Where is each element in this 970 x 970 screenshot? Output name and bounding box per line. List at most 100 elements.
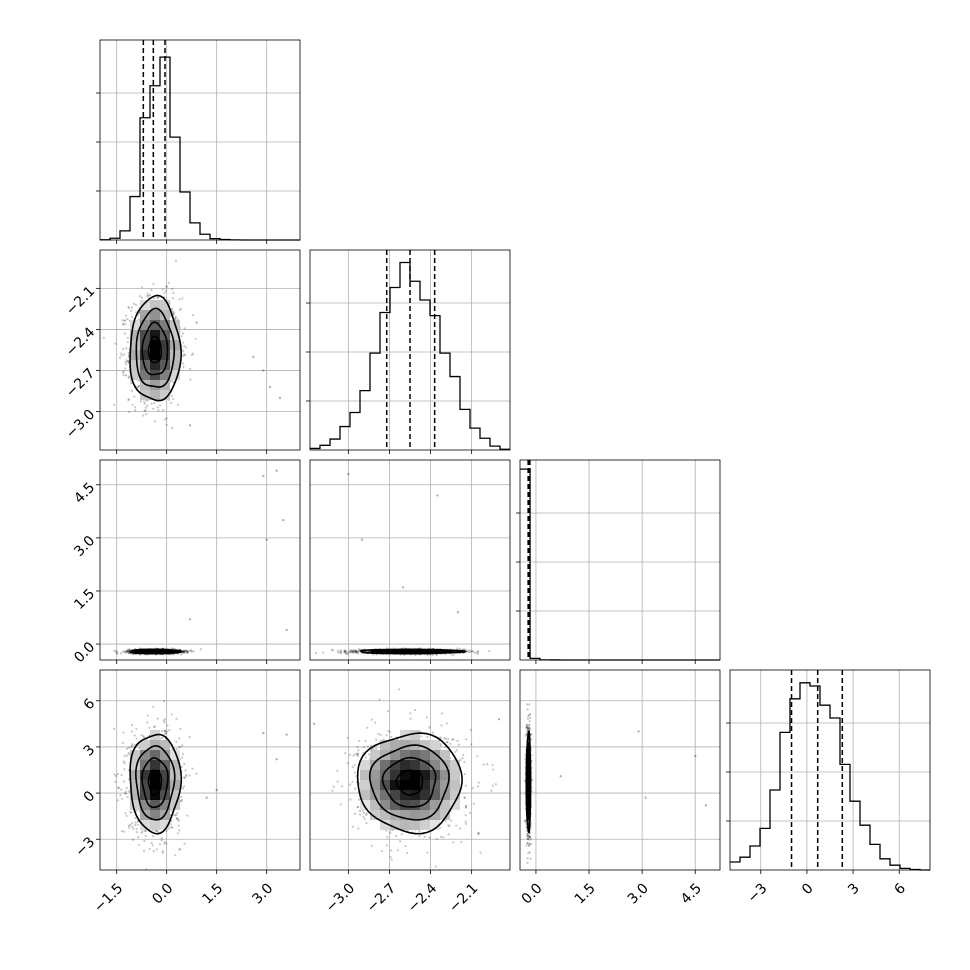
sample-point — [145, 413, 148, 416]
sample-point — [128, 649, 131, 652]
sample-point — [116, 799, 119, 802]
sample-point — [354, 650, 357, 653]
joint-panel-0-3 — [96, 669, 301, 874]
sample-point — [163, 418, 167, 421]
sample-point — [137, 385, 140, 388]
sample-point — [127, 650, 130, 653]
sample-point — [144, 834, 147, 837]
sample-point — [146, 404, 149, 407]
sample-point — [178, 829, 181, 832]
sample-point — [156, 296, 160, 299]
sample-point — [192, 650, 195, 653]
sample-point — [162, 409, 165, 412]
sample-point — [143, 400, 146, 403]
sample-point — [124, 323, 127, 326]
sample-point — [191, 314, 195, 317]
sample-point — [153, 420, 157, 423]
sample-point — [181, 362, 184, 365]
sample-point — [343, 650, 347, 653]
sample-point — [339, 650, 342, 653]
sample-point — [186, 651, 189, 655]
sample-point — [350, 650, 353, 653]
histogram-line-3 — [730, 682, 930, 871]
sample-point — [140, 286, 143, 289]
sample-point — [123, 332, 127, 335]
density-cell — [140, 350, 150, 360]
sample-point — [125, 651, 128, 654]
density-cell — [170, 360, 180, 370]
density-cell — [160, 360, 170, 370]
sample-point — [165, 417, 168, 420]
sample-point — [339, 651, 343, 654]
density-cell — [150, 310, 160, 320]
sample-point — [120, 774, 123, 777]
sample-point — [348, 651, 351, 654]
density-cell — [160, 320, 170, 330]
density-cell — [150, 380, 160, 390]
sample-point — [182, 650, 185, 653]
sample-point — [435, 654, 438, 657]
sample-point — [163, 721, 166, 724]
joint-content — [102, 259, 282, 450]
sample-point — [129, 823, 132, 826]
density-cell — [150, 300, 160, 310]
sample-point — [102, 336, 105, 339]
density-cell — [160, 390, 170, 400]
sample-point — [125, 814, 128, 817]
sample-point — [468, 649, 471, 652]
sample-point — [180, 756, 184, 759]
sample-point — [120, 797, 124, 800]
sample-point — [184, 769, 187, 772]
marginal-panel-0 — [96, 39, 301, 244]
sample-point — [175, 817, 178, 820]
marginal-panel-1 — [306, 249, 511, 454]
sample-point — [124, 367, 127, 370]
sample-point — [358, 647, 361, 651]
sample-point — [194, 337, 197, 340]
joint-panel-1-2 — [309, 459, 511, 664]
sample-point — [130, 381, 133, 385]
sample-point — [123, 650, 126, 653]
outlier-point — [252, 355, 255, 359]
sample-point — [130, 730, 133, 733]
sample-point — [199, 648, 202, 651]
sample-point — [161, 288, 164, 291]
sample-point — [179, 847, 182, 851]
sample-point — [127, 355, 130, 358]
panel-frame — [99, 459, 301, 661]
outlier-point — [268, 385, 272, 389]
sample-point — [148, 726, 151, 729]
sample-point — [162, 719, 165, 722]
panel-frame — [519, 459, 721, 661]
sample-point — [165, 829, 168, 833]
sample-point — [162, 850, 165, 853]
sample-point — [471, 649, 474, 653]
contour-line — [147, 650, 163, 653]
scatter-points — [314, 472, 491, 657]
sample-point — [146, 714, 149, 717]
sample-point — [161, 851, 164, 854]
sample-point — [357, 649, 361, 652]
sample-point — [156, 830, 159, 833]
sample-point — [331, 649, 335, 652]
sample-point — [414, 654, 417, 657]
sample-point — [120, 352, 123, 355]
sample-point — [171, 310, 175, 313]
sample-point — [171, 297, 175, 300]
sample-point — [174, 259, 178, 262]
outlier-point — [265, 538, 268, 541]
sample-point — [180, 800, 183, 803]
sample-point — [346, 653, 350, 656]
sample-point — [122, 370, 125, 373]
sample-point — [148, 847, 151, 850]
sample-point — [134, 817, 137, 820]
sample-point — [132, 302, 136, 305]
sample-point — [189, 649, 192, 652]
sample-point — [143, 409, 146, 412]
density-cell — [170, 340, 180, 350]
sample-point — [171, 288, 174, 291]
sample-point — [183, 649, 186, 652]
sample-point — [477, 650, 480, 653]
sample-point — [152, 705, 155, 708]
sample-point — [147, 294, 150, 297]
